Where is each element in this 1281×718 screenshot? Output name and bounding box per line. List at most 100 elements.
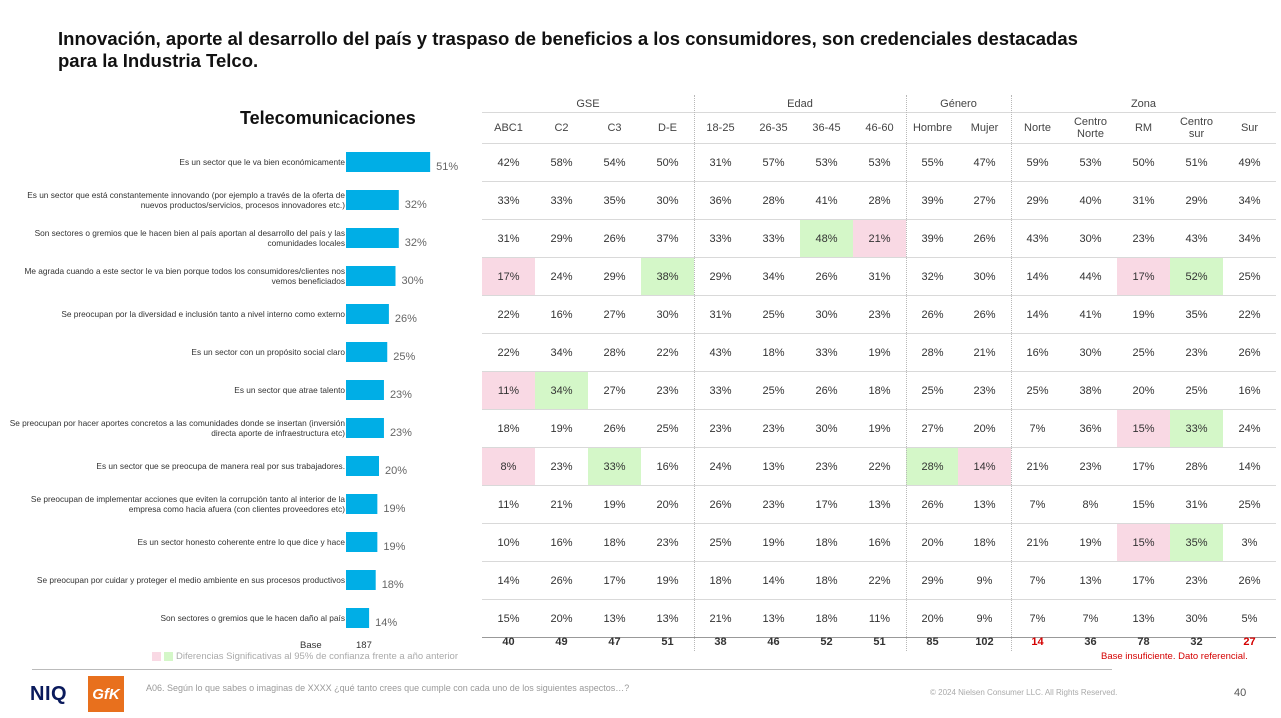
base-count: 51 [661,636,674,648]
table-cell: 17% [482,258,535,295]
base-count: 102 [975,636,994,648]
table-cell: 58% [550,156,573,169]
base-count: 40 [502,636,515,648]
table-cell: 16% [868,536,891,549]
table-cell: 29% [550,232,573,245]
row-divider [482,295,1276,296]
table-cell: 13% [973,498,996,511]
table-cell: 23% [762,498,785,511]
table-cell: 35% [1185,308,1208,321]
table-cell: 26% [815,384,838,397]
table-cell: 25% [656,422,679,435]
bar [346,494,378,514]
group-underline [906,112,1011,113]
table-cell: 18% [497,422,520,435]
table-cell: 34% [1238,194,1261,207]
table-cell: 37% [656,232,679,245]
bar-value-label: 23% [390,427,412,439]
table-cell: 21% [1026,536,1049,549]
table-cell: 23% [1079,460,1102,473]
table-cell: 8% [482,448,535,485]
group-header: Género [940,98,977,110]
table-cell: 18% [815,612,838,625]
table-cell: 49% [1238,156,1261,169]
row-divider [482,257,1276,258]
bar-value-label: 26% [395,313,417,325]
base-count: 36 [1084,636,1097,648]
table-cell: 31% [709,156,732,169]
niq-logo: NIQ [30,683,68,705]
table-cell: 53% [1079,156,1102,169]
row-divider [482,371,1276,372]
slide-title: Innovación, aporte al desarrollo del paí… [58,28,1078,71]
table-cell: 21% [853,220,906,257]
table-cell: 23% [815,460,838,473]
bar [346,228,399,248]
base-count: 14 [1031,636,1044,648]
table-cell: 25% [921,384,944,397]
table-cell: 23% [550,460,573,473]
table-cell: 25% [709,536,732,549]
table-cell: 30% [973,270,996,283]
table-cell: 26% [815,270,838,283]
column-header: Norte [1024,122,1051,134]
bar [346,380,384,400]
table-cell: 16% [1026,346,1049,359]
table-cell: 29% [603,270,626,283]
base-count: 27 [1243,636,1256,648]
table-cell: 13% [762,612,785,625]
table-cell: 18% [815,574,838,587]
statement-label: Son sectores o gremios que le hacen daño… [160,612,346,623]
table-cell: 32% [921,270,944,283]
table-cell: 20% [550,612,573,625]
table-cell: 28% [762,194,785,207]
legend-green-swatch [164,652,173,661]
table-cell: 26% [1238,574,1261,587]
table-cell: 19% [603,498,626,511]
table-cell: 16% [656,460,679,473]
bar [346,532,378,552]
statement-label: Se preocupan de implementar acciones que… [30,493,345,515]
table-cell: 17% [603,574,626,587]
table-cell: 26% [709,498,732,511]
table-cell: 31% [497,232,520,245]
group-underline [1011,112,1276,113]
table-cell: 43% [709,346,732,359]
table-cell: 7% [1029,574,1046,587]
table-cell: 17% [1132,460,1155,473]
table-cell: 26% [973,308,996,321]
table-cell: 34% [550,346,573,359]
table-cell: 13% [868,498,891,511]
table-cell: 19% [550,422,573,435]
base-count: 51 [873,636,886,648]
row-divider [482,181,1276,182]
bar [346,342,388,362]
table-cell: 10% [497,536,520,549]
table-cell: 14% [497,574,520,587]
table-cell: 42% [497,156,520,169]
table-cell: 23% [762,422,785,435]
table-cell: 33% [709,384,732,397]
table-cell: 52% [1170,258,1223,295]
table-cell: 31% [709,308,732,321]
table-cell: 34% [762,270,785,283]
statement-labels: Es un sector que le va bien económicamen… [5,0,345,718]
table-cell: 28% [603,346,626,359]
table-cell: 15% [1132,498,1155,511]
table-cell: 18% [815,536,838,549]
table-cell: 26% [921,498,944,511]
table-cell: 23% [868,308,891,321]
table-cell: 21% [1026,460,1049,473]
table-cell: 28% [921,346,944,359]
table-cell: 26% [921,308,944,321]
table-cell: 16% [550,308,573,321]
table-cell: 26% [603,232,626,245]
table-cell: 29% [1185,194,1208,207]
table-cell: 15% [1117,524,1170,561]
table-cell: 50% [656,156,679,169]
table-cell: 22% [1238,308,1261,321]
base-count: 38 [714,636,727,648]
base-count: 47 [608,636,621,648]
table-cell: 33% [762,232,785,245]
table-cell: 11% [497,498,520,511]
